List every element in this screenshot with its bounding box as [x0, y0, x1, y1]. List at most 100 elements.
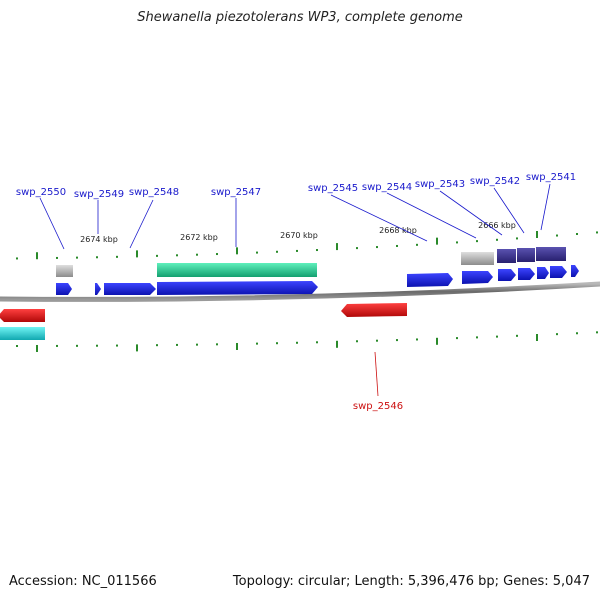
gene-swp-2546-arrow[interactable] [341, 303, 407, 317]
minor-tick [356, 340, 358, 343]
minor-tick [396, 244, 398, 247]
minor-tick [456, 337, 458, 340]
gene-left-red-arrow[interactable] [0, 309, 45, 322]
minor-tick [416, 243, 418, 246]
gene-label-swp-2546[interactable]: swp_2546 [353, 401, 403, 412]
major-tick [136, 344, 138, 352]
gene-label-swp-2547[interactable]: swp_2547 [211, 187, 261, 198]
minor-tick [156, 344, 158, 347]
major-tick [136, 250, 138, 258]
minor-tick [576, 233, 578, 236]
leader-swp-2548 [129, 199, 154, 249]
minor-tick [376, 246, 378, 249]
minor-tick [76, 256, 78, 259]
gene-cluster-purple[interactable] [497, 247, 566, 263]
leader-swp-2546 [374, 351, 379, 397]
gene-label-swp-2544[interactable]: swp_2544 [362, 182, 412, 193]
minor-tick [576, 332, 578, 335]
minor-tick [276, 342, 278, 345]
minor-tick [496, 335, 498, 338]
scale-ticks-forward [16, 231, 598, 260]
gene-swp-2547-feature[interactable] [157, 263, 317, 277]
minor-tick [56, 344, 58, 347]
genome-title: Shewanella piezotolerans WP3, complete g… [137, 10, 463, 25]
minor-tick [116, 344, 118, 347]
gene-swp-2548-arrow[interactable] [104, 283, 156, 295]
minor-tick [76, 344, 78, 347]
gene-swp-2545-arrow[interactable] [407, 273, 453, 287]
minor-tick [376, 339, 378, 342]
minor-tick [396, 339, 398, 342]
gene-swp-2541-arrow[interactable] [518, 268, 535, 280]
gene-swp-2547-arrow[interactable] [157, 281, 318, 295]
minor-tick [256, 342, 258, 345]
gene-swp-2550-feature[interactable] [56, 265, 73, 277]
minor-tick [156, 254, 158, 257]
minor-tick [516, 237, 518, 240]
gene-swp-2549-arrow[interactable] [95, 283, 101, 295]
genome-backbone [0, 281, 600, 302]
major-tick [336, 340, 338, 348]
gene-label-swp-2542[interactable]: swp_2542 [470, 176, 520, 187]
gene-swp-2542-arrow[interactable] [498, 269, 516, 281]
minor-tick [476, 240, 478, 243]
gene-label-swp-2545[interactable]: swp_2545 [308, 183, 358, 194]
minor-tick [176, 254, 178, 257]
major-tick [436, 337, 438, 345]
minor-tick [256, 251, 258, 254]
genome-summary-label: Topology: circular; Length: 5,396,476 bp… [232, 574, 590, 589]
leader-swp-2541 [540, 183, 551, 231]
gene-extra-arrow-2[interactable] [550, 266, 567, 278]
minor-tick [316, 249, 318, 252]
scale-label-2674: 2674 kbp [80, 235, 118, 244]
leader-swp-2544 [386, 192, 477, 239]
gene-swp-2543-feature[interactable] [461, 252, 494, 265]
minor-tick [316, 341, 318, 344]
major-tick [236, 247, 238, 255]
major-tick [436, 237, 438, 245]
minor-tick [416, 338, 418, 341]
gene-extra-arrow-3[interactable] [571, 265, 579, 277]
gene-label-swp-2543[interactable]: swp_2543 [415, 179, 465, 190]
leader-swp-2543 [439, 190, 503, 236]
scale-ticks-reverse [16, 331, 598, 352]
minor-tick [456, 241, 458, 244]
minor-tick [196, 343, 198, 346]
gene-label-swp-2550[interactable]: swp_2550 [16, 187, 66, 198]
gene-swp-2550-arrow[interactable] [56, 283, 72, 295]
minor-tick [116, 255, 118, 258]
gene-label-swp-2548[interactable]: swp_2548 [129, 187, 179, 198]
minor-tick [16, 345, 18, 348]
minor-tick [196, 253, 198, 256]
minor-tick [556, 234, 558, 237]
minor-tick [276, 250, 278, 253]
scale-label-2668: 2668 kbp [379, 226, 417, 235]
gene-swp-2544-arrow[interactable] [462, 271, 493, 284]
minor-tick [296, 341, 298, 344]
gene-extra-arrow-1[interactable] [537, 267, 549, 279]
gene-label-swp-2549[interactable]: swp_2549 [74, 189, 124, 200]
minor-tick [56, 256, 58, 259]
minor-tick [556, 333, 558, 336]
major-tick [336, 243, 338, 251]
minor-tick [96, 344, 98, 347]
minor-tick [596, 331, 598, 334]
scale-label-2666: 2666 kbp [478, 221, 516, 230]
minor-tick [356, 247, 358, 250]
minor-tick [596, 231, 598, 234]
minor-tick [296, 249, 298, 252]
major-tick [536, 231, 538, 239]
leader-swp-2545 [330, 194, 428, 242]
leader-swp-2542 [493, 187, 525, 234]
minor-tick [516, 334, 518, 337]
minor-tick [176, 343, 178, 346]
minor-tick [216, 253, 218, 256]
leader-swp-2550 [39, 197, 65, 250]
minor-tick [96, 256, 98, 259]
gene-label-swp-2541[interactable]: swp_2541 [526, 172, 576, 183]
scale-label-2672: 2672 kbp [180, 233, 218, 242]
minor-tick [476, 336, 478, 339]
major-tick [536, 334, 538, 342]
gene-left-cyan-feature[interactable] [0, 327, 45, 340]
